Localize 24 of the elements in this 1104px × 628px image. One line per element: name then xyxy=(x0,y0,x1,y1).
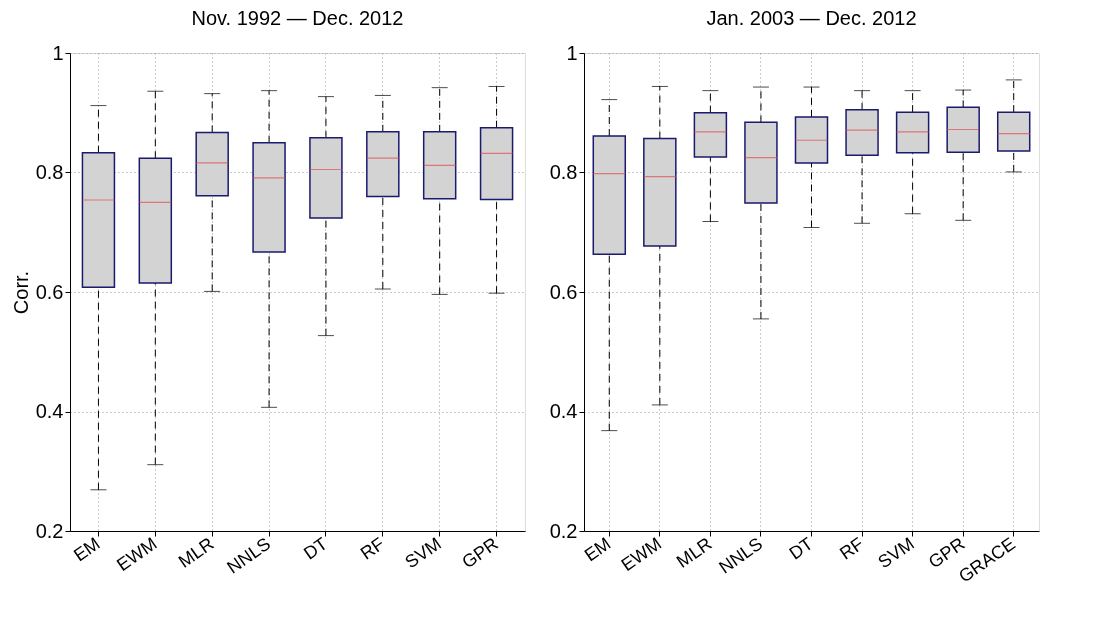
x-tick-label: RF xyxy=(836,533,868,564)
y-tick-label: 0.2 xyxy=(35,519,64,542)
y-tick-label: 1 xyxy=(566,41,578,64)
y-axis-title: Corr. xyxy=(9,270,32,315)
y-tick-label: 0.6 xyxy=(549,280,578,303)
x-tick-label: RF xyxy=(356,533,388,564)
x-tick-label: EM xyxy=(580,533,615,566)
x-tick-label: SVM xyxy=(401,533,445,573)
x-tick-label: MLR xyxy=(672,533,716,572)
y-tick-label: 0.4 xyxy=(35,400,64,422)
x-tick-label: MLR xyxy=(174,533,218,572)
y-tick-label: 1 xyxy=(52,41,64,64)
y-tick-label: 0.8 xyxy=(549,161,578,183)
y-tick-label: 0.8 xyxy=(35,161,64,183)
y-tick-label: 0.6 xyxy=(35,280,64,303)
y-tick-label: 0.4 xyxy=(549,400,578,422)
y-tick-label: 0.2 xyxy=(549,519,578,542)
x-tick-label: EM xyxy=(70,533,104,566)
x-tick-label: DT xyxy=(299,533,332,564)
x-tick-label: DT xyxy=(785,533,817,564)
chart-title: Jan. 2003 — Dec. 2012 xyxy=(706,7,917,29)
chart-title: Nov. 1992 — Dec. 2012 xyxy=(191,7,404,29)
x-tick-label: GPR xyxy=(458,533,502,573)
x-tick-label: SVM xyxy=(874,533,918,573)
